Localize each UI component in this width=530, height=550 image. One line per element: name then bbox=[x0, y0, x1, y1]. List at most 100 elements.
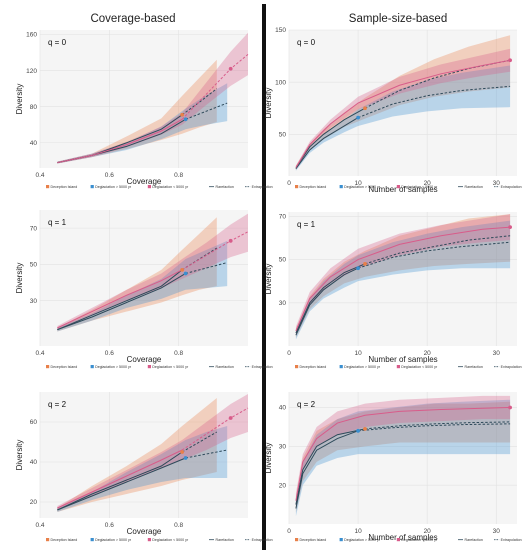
plot-area bbox=[40, 392, 248, 518]
extrapolation-line-series-2 bbox=[358, 423, 511, 432]
plot-area bbox=[289, 212, 517, 346]
legend-label: Rarefaction bbox=[465, 365, 483, 369]
x-axis-title: Number of samples bbox=[368, 185, 437, 194]
chart-panel-6: 0 10 20 30 20 30 40 Number of samples Diversity q… bbox=[264, 392, 522, 542]
legend-label: Rarefaction bbox=[216, 538, 234, 542]
x-tick-label: 0.4 bbox=[35, 522, 44, 529]
rarefaction-line-series-1 bbox=[295, 263, 366, 334]
legend: Deception Island Deglaciation > 5000 yr De… bbox=[295, 185, 522, 189]
legend-label: Extrapolation bbox=[501, 185, 522, 189]
observed-point bbox=[180, 450, 185, 454]
y-tick-label: 50 bbox=[279, 131, 287, 138]
legend-label: Deglaciation > 5000 yr bbox=[95, 538, 132, 542]
confidence-band-series-2 bbox=[295, 220, 511, 340]
legend-swatch bbox=[339, 365, 343, 369]
legend-swatch bbox=[147, 538, 151, 542]
plot-area bbox=[40, 30, 248, 168]
observed-point bbox=[363, 426, 367, 431]
legend-label: Extrapolation bbox=[501, 538, 522, 542]
column-title-sample-size: Sample-size-based bbox=[349, 13, 447, 25]
confidence-band-series-2 bbox=[57, 240, 228, 332]
confidence-band-series-1 bbox=[57, 398, 217, 512]
observed-point bbox=[180, 267, 185, 272]
rarefaction-line-series-3 bbox=[295, 226, 511, 332]
x-axis-title: Coverage bbox=[127, 527, 162, 536]
legend-label: Deglaciation > 5000 yr bbox=[344, 365, 381, 369]
x-tick-label: 10 bbox=[354, 180, 362, 187]
legend-label: Rarefaction bbox=[465, 185, 483, 189]
y-tick-label: 80 bbox=[30, 104, 38, 111]
panel-q-label: q = 0 bbox=[297, 38, 316, 47]
y-tick-label: 40 bbox=[30, 140, 38, 147]
legend-swatch bbox=[90, 185, 94, 189]
legend-label: Extrapolation bbox=[252, 538, 273, 542]
y-tick-label: 40 bbox=[30, 459, 38, 466]
plot-area bbox=[289, 30, 517, 176]
legend-swatch bbox=[46, 365, 50, 369]
rarefaction-line-series-1 bbox=[57, 269, 183, 331]
observed-point bbox=[183, 271, 188, 276]
x-tick-label: 0.6 bbox=[105, 172, 114, 179]
rarefaction-line-series-3 bbox=[295, 59, 511, 168]
legend-label: Rarefaction bbox=[216, 185, 234, 189]
y-tick-label: 60 bbox=[30, 419, 38, 426]
observed-point bbox=[183, 117, 188, 122]
x-tick-label: 0.6 bbox=[105, 350, 114, 357]
confidence-band-series-3 bbox=[295, 395, 511, 509]
y-tick-label: 150 bbox=[275, 27, 286, 34]
chart-panel-4: 0 10 20 30 50 100 150 Number of samples Diversit… bbox=[264, 27, 522, 194]
y-tick-label: 120 bbox=[26, 68, 37, 75]
x-tick-label: 20 bbox=[424, 528, 432, 535]
legend-swatch bbox=[295, 365, 299, 369]
rarefaction-line-series-1 bbox=[295, 428, 366, 505]
y-tick-label: 160 bbox=[26, 32, 37, 39]
legend: Deception Island Deglaciation > 5000 yr De… bbox=[46, 365, 273, 369]
legend-label: Deglaciation > 5000 yr bbox=[95, 365, 132, 369]
observed-point bbox=[183, 456, 188, 460]
legend-swatch bbox=[396, 365, 400, 369]
rarefaction-line-series-3 bbox=[57, 449, 183, 509]
extrapolation-line-series-2 bbox=[185, 262, 228, 274]
legend-label: Deglaciation > 5000 yr bbox=[344, 538, 381, 542]
observed-point bbox=[363, 106, 367, 111]
y-tick-label: 50 bbox=[30, 262, 38, 269]
x-axis-title: Number of samples bbox=[368, 533, 437, 542]
rarefaction-line-series-1 bbox=[295, 107, 366, 168]
extrapolation-line-series-2 bbox=[357, 241, 511, 269]
confidence-band-series-3 bbox=[295, 214, 511, 336]
x-tick-label: 30 bbox=[493, 180, 501, 187]
extrapolation-line-series-1 bbox=[181, 431, 218, 453]
extrapolation-line-series-1 bbox=[364, 421, 511, 430]
confidence-band-series-2 bbox=[295, 65, 511, 171]
x-tick-label: 0.4 bbox=[35, 350, 44, 357]
legend-swatch bbox=[295, 538, 299, 542]
legend-label: Deception Island bbox=[51, 538, 78, 542]
rarefaction-line-series-2 bbox=[295, 430, 359, 509]
legend-label: Deception Island bbox=[51, 185, 78, 189]
observed-point bbox=[363, 261, 367, 266]
observed-point bbox=[356, 428, 360, 433]
x-tick-label: 10 bbox=[354, 350, 362, 357]
legend-swatch bbox=[295, 185, 299, 189]
observed-point bbox=[228, 238, 233, 243]
confidence-band-series-1 bbox=[295, 401, 511, 513]
legend: Deception Island Deglaciation > 5000 yr De… bbox=[295, 538, 522, 542]
legend-label: Extrapolation bbox=[501, 365, 522, 369]
extrapolation-line-series-1 bbox=[181, 88, 218, 116]
x-tick-label: 0.8 bbox=[174, 350, 183, 357]
panels-container: 0.4 0.6 0.8 40 80 120 160 Coverage Diversity q = … bbox=[15, 27, 522, 542]
panel-q-label: q = 1 bbox=[48, 218, 67, 227]
y-tick-label: 30 bbox=[279, 300, 287, 307]
panel-q-label: q = 2 bbox=[297, 400, 316, 409]
y-axis-title: Diversity bbox=[15, 84, 24, 115]
observed-point bbox=[356, 115, 360, 120]
legend-label: Deglaciation < 5000 yr bbox=[152, 538, 189, 542]
rarefaction-line-series-2 bbox=[57, 273, 186, 331]
legend-swatch bbox=[90, 538, 94, 542]
observed-point bbox=[228, 66, 233, 71]
extrapolation-line-series-2 bbox=[185, 102, 228, 120]
confidence-band-series-2 bbox=[57, 83, 228, 164]
confidence-band-series-3 bbox=[295, 48, 511, 170]
x-tick-label: 0.6 bbox=[105, 522, 114, 529]
x-tick-label: 0 bbox=[287, 180, 291, 187]
